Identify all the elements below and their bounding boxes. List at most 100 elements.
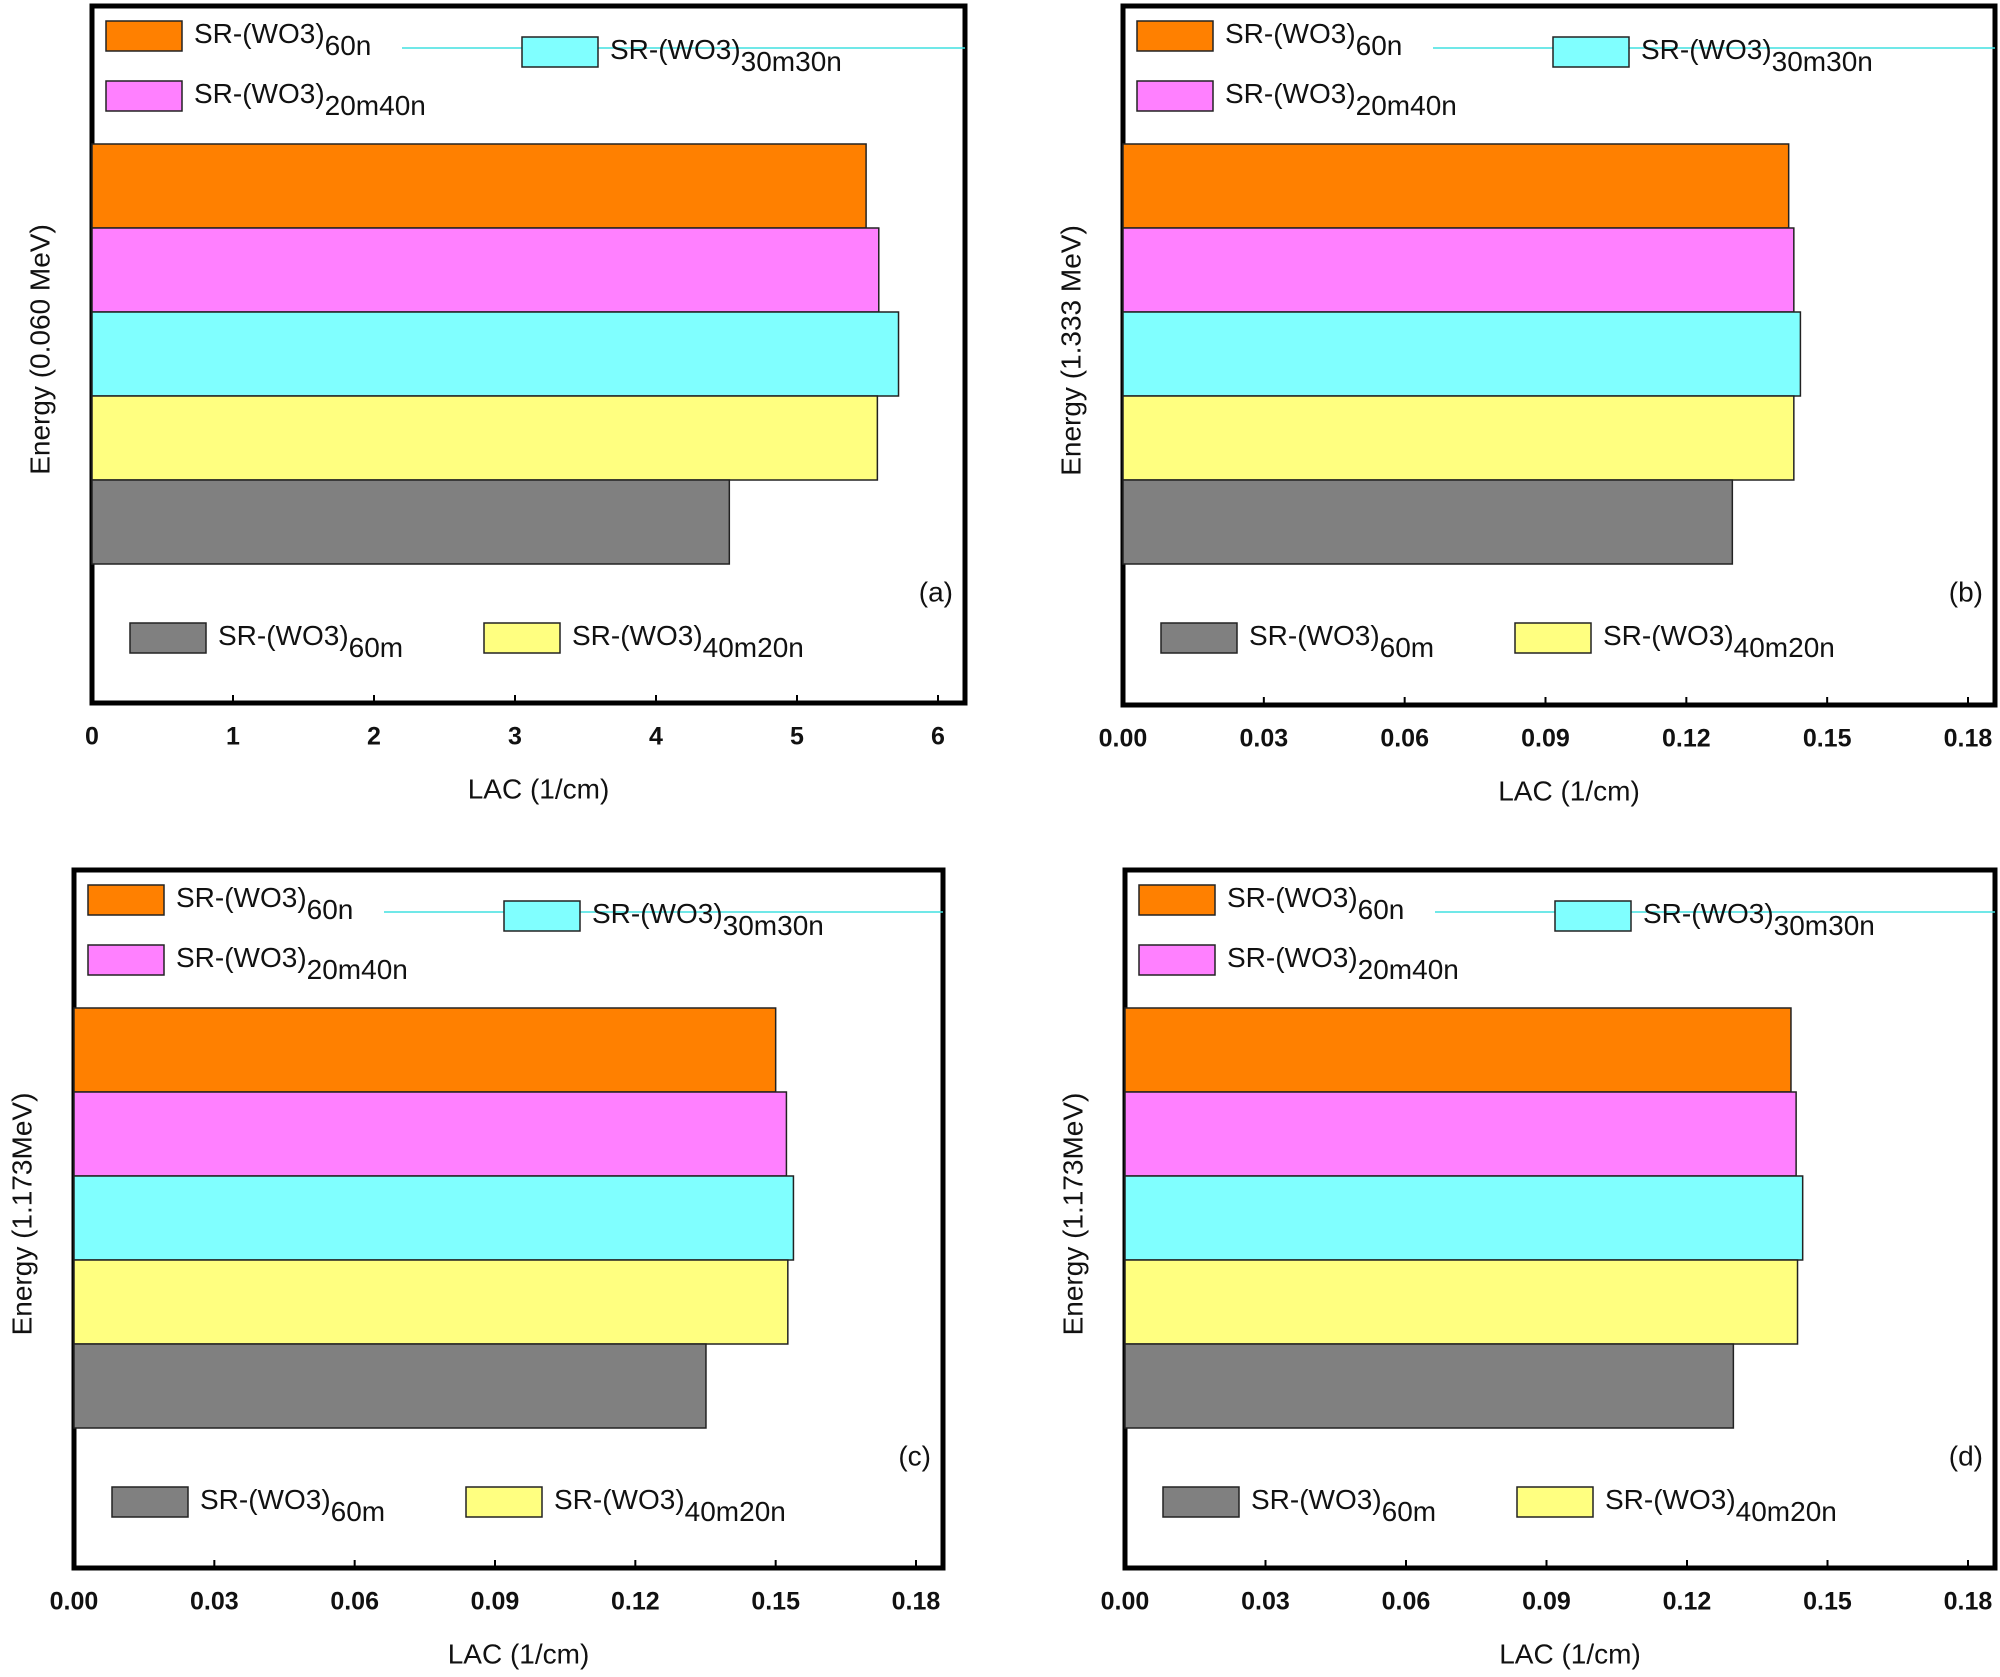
panel-label: (d) (1949, 1440, 1983, 1471)
legend-swatch (1516, 1486, 1594, 1518)
legend-label: SR-(WO3)30m30n (1641, 34, 1873, 77)
x-tick-label: 0.00 (1101, 1588, 1150, 1616)
legend-label: SR-(WO3)20m40n (1225, 78, 1457, 121)
bar (1122, 479, 1734, 565)
bar (91, 479, 731, 565)
x-tick-label: 0.09 (1522, 1588, 1571, 1616)
x-tick-label: 0.15 (1803, 725, 1852, 753)
legend-label: SR-(WO3)60n (176, 882, 353, 925)
x-tick-label: 0.09 (471, 1588, 520, 1616)
bar (1124, 1091, 1797, 1177)
legend-label: SR-(WO3)40m20n (572, 620, 804, 663)
bar (73, 1343, 707, 1429)
legend-swatch (1138, 944, 1216, 976)
legend-label: SR-(WO3)60m (1249, 620, 1434, 663)
legend-label: SR-(WO3)60n (1227, 882, 1404, 925)
legend-label: SR-(WO3)30m30n (592, 898, 824, 941)
legend-swatch (87, 884, 165, 916)
legend-swatch (1162, 1486, 1240, 1518)
bar (91, 311, 900, 397)
legend-swatch (129, 622, 207, 654)
panel-label: (c) (898, 1440, 931, 1471)
panel: SR-(WO3)60n SR-(WO3)20m40n SR-(WO3)30m30n S… (1057, 867, 1998, 1669)
legend-swatch (1136, 20, 1214, 52)
bar (1124, 1007, 1792, 1093)
x-tick-label: 2 (367, 723, 381, 751)
x-tick-label: 0.03 (190, 1588, 239, 1616)
legend-swatch (483, 622, 561, 654)
legend-label: SR-(WO3)20m40n (1227, 942, 1459, 985)
x-tick-label: 0.15 (751, 1588, 800, 1616)
bar (91, 143, 867, 229)
bar (1124, 1259, 1799, 1345)
bar (1122, 143, 1790, 229)
x-tick-label: 0.12 (1663, 1588, 1712, 1616)
x-tick-label: 0.18 (892, 1588, 941, 1616)
y-axis-label: Energy (1.173MeV) (6, 1093, 37, 1336)
legend-swatch (1552, 36, 1630, 68)
y-axis-label: Energy (1.333 MeV) (1055, 225, 1086, 476)
x-axis-label: LAC (1/cm) (468, 773, 610, 804)
bar (1124, 1343, 1735, 1429)
legend-swatch (105, 20, 183, 52)
x-tick-label: 0 (85, 723, 99, 751)
x-axis-label: LAC (1/cm) (448, 1638, 590, 1669)
legend-label: SR-(WO3)30m30n (610, 34, 842, 77)
bar (91, 395, 879, 481)
x-tick-label: 0.06 (1382, 1588, 1431, 1616)
panel-label: (b) (1949, 576, 1983, 607)
legend-swatch (87, 944, 165, 976)
x-axis-label: LAC (1/cm) (1498, 775, 1640, 806)
panel: SR-(WO3)60n SR-(WO3)20m40n SR-(WO3)30m30n S… (24, 3, 968, 804)
x-tick-label: 0.00 (50, 1588, 99, 1616)
x-tick-label: 5 (790, 723, 804, 751)
legend-label: SR-(WO3)40m20n (1603, 620, 1835, 663)
panel-label: (a) (919, 576, 953, 607)
legend-label: SR-(WO3)60m (1251, 1484, 1436, 1527)
bar (91, 227, 880, 313)
x-tick-label: 3 (508, 723, 522, 751)
legend-label: SR-(WO3)30m30n (1643, 898, 1875, 941)
bar (1122, 311, 1802, 397)
x-tick-label: 6 (931, 723, 945, 751)
x-tick-label: 0.03 (1239, 725, 1288, 753)
bar (73, 1259, 789, 1345)
legend-label: SR-(WO3)40m20n (1605, 1484, 1837, 1527)
bar (1122, 227, 1795, 313)
legend-label: SR-(WO3)60n (1225, 18, 1402, 61)
legend-swatch (1136, 80, 1214, 112)
bar (1124, 1175, 1804, 1261)
panel: SR-(WO3)60n SR-(WO3)20m40n SR-(WO3)30m30n S… (6, 867, 946, 1669)
legend-swatch (111, 1486, 189, 1518)
x-tick-label: 0.18 (1944, 1588, 1993, 1616)
panel: SR-(WO3)60n SR-(WO3)20m40n SR-(WO3)30m30n S… (1055, 3, 1998, 806)
legend-swatch (1554, 900, 1632, 932)
x-tick-label: 0.06 (1380, 725, 1429, 753)
legend-swatch (105, 80, 183, 112)
legend-label: SR-(WO3)20m40n (176, 942, 408, 985)
x-tick-label: 0.15 (1803, 1588, 1852, 1616)
legend-label: SR-(WO3)20m40n (194, 78, 426, 121)
x-tick-label: 0.00 (1099, 725, 1148, 753)
legend-label: SR-(WO3)60n (194, 18, 371, 61)
bar (73, 1175, 795, 1261)
x-tick-label: 0.09 (1521, 725, 1570, 753)
legend-label: SR-(WO3)40m20n (554, 1484, 786, 1527)
x-tick-label: 0.18 (1944, 725, 1993, 753)
legend-label: SR-(WO3)60m (200, 1484, 385, 1527)
x-tick-label: 0.12 (611, 1588, 660, 1616)
x-tick-label: 0.12 (1662, 725, 1711, 753)
y-axis-label: Energy (0.060 MeV) (24, 224, 55, 475)
x-tick-label: 0.06 (330, 1588, 379, 1616)
legend-label: SR-(WO3)60m (218, 620, 403, 663)
legend-swatch (1160, 622, 1238, 654)
legend-swatch (465, 1486, 543, 1518)
bar (1122, 395, 1795, 481)
x-axis-label: LAC (1/cm) (1499, 1638, 1641, 1669)
bar (73, 1007, 777, 1093)
bar (73, 1091, 788, 1177)
x-tick-label: 1 (226, 723, 240, 751)
x-tick-label: 4 (649, 723, 663, 751)
y-axis-label: Energy (1.173MeV) (1057, 1093, 1088, 1336)
